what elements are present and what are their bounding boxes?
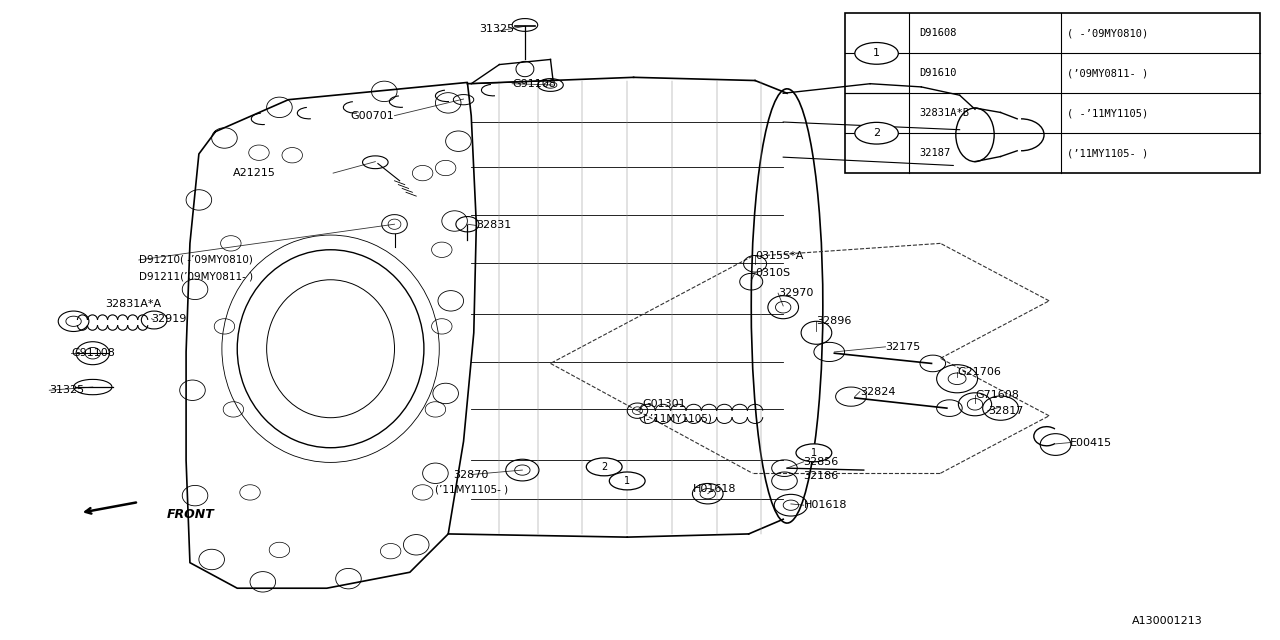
Text: 32175: 32175 [886, 342, 920, 352]
Text: (-’11MY1105): (-’11MY1105) [643, 414, 713, 424]
Text: H01618: H01618 [692, 484, 736, 494]
Text: 2: 2 [873, 128, 881, 138]
Circle shape [609, 472, 645, 490]
Text: ( -’09MY0810): ( -’09MY0810) [1068, 28, 1148, 38]
Text: G00701: G00701 [351, 111, 394, 121]
Circle shape [855, 42, 899, 64]
Text: G91108: G91108 [70, 348, 115, 358]
Text: E00415: E00415 [1070, 438, 1112, 447]
Text: 32817: 32817 [988, 406, 1023, 416]
Text: 32970: 32970 [778, 288, 814, 298]
Text: 32831A*A: 32831A*A [105, 299, 161, 309]
Text: (’09MY0811- ): (’09MY0811- ) [1068, 68, 1148, 78]
Circle shape [586, 458, 622, 476]
Text: ( -’11MY1105): ( -’11MY1105) [1068, 108, 1148, 118]
Text: 32831A*B: 32831A*B [919, 108, 969, 118]
Text: H01618: H01618 [804, 500, 847, 510]
Text: D91608: D91608 [919, 28, 956, 38]
Text: 31325: 31325 [50, 385, 84, 396]
Text: 1: 1 [625, 476, 630, 486]
Text: 32919: 32919 [151, 314, 187, 324]
Text: G71608: G71608 [975, 390, 1019, 401]
Bar [845, 13, 1260, 173]
Text: 32831: 32831 [476, 221, 512, 230]
Text: (’11MY1105- ): (’11MY1105- ) [1068, 148, 1148, 158]
Text: G01301: G01301 [643, 399, 686, 410]
Text: A130001213: A130001213 [1132, 616, 1203, 627]
Text: 32824: 32824 [860, 387, 896, 397]
Text: 31325: 31325 [479, 24, 515, 35]
Text: 32186: 32186 [804, 472, 838, 481]
Text: G91108: G91108 [512, 79, 556, 89]
Text: 1: 1 [873, 49, 881, 58]
Text: (’11MY1105- ): (’11MY1105- ) [435, 484, 508, 494]
Text: D91211(’09MY0811- ): D91211(’09MY0811- ) [138, 271, 253, 282]
Text: 32187: 32187 [919, 148, 951, 158]
Text: 0315S*A: 0315S*A [755, 251, 804, 261]
Text: G21706: G21706 [957, 367, 1001, 378]
Text: 32870: 32870 [453, 470, 489, 479]
Text: D91210( -’09MY0810): D91210( -’09MY0810) [138, 255, 252, 265]
Text: 32896: 32896 [817, 316, 851, 326]
Text: A21215: A21215 [233, 168, 275, 178]
Circle shape [855, 122, 899, 144]
Circle shape [796, 444, 832, 462]
Text: FRONT: FRONT [166, 508, 215, 521]
Text: D91610: D91610 [919, 68, 956, 78]
Text: 2: 2 [602, 462, 607, 472]
Text: 0310S: 0310S [755, 268, 790, 278]
Text: 32856: 32856 [804, 457, 838, 467]
Text: 1: 1 [810, 448, 817, 458]
